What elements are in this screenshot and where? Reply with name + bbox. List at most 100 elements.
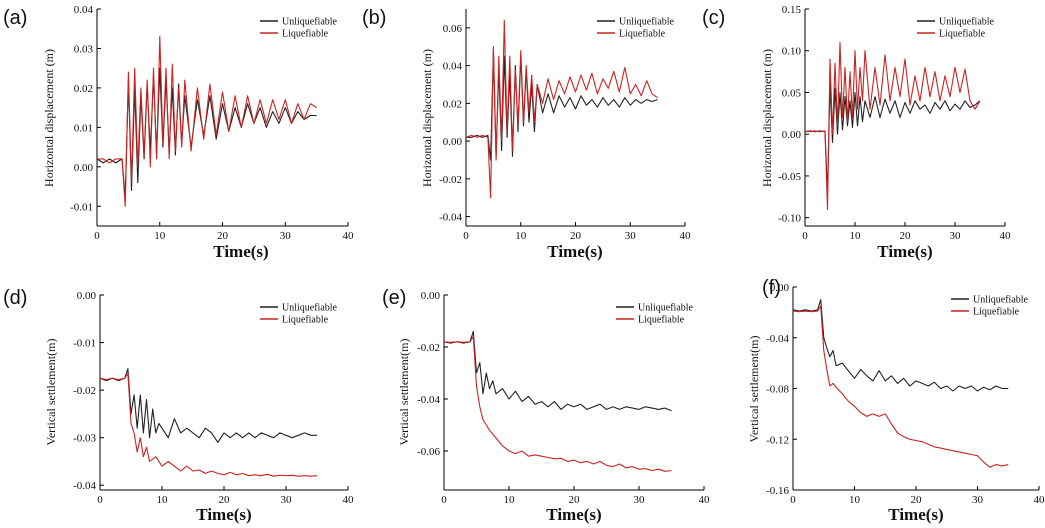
legend-label-unliquefiable: Unliquefiable <box>638 303 694 314</box>
legend-label-unliquefiable: Unliquefiable <box>619 17 675 28</box>
x-tick-label: 20 <box>569 494 581 506</box>
x-tick-label: 0 <box>463 230 469 242</box>
legend-label-unliquefiable: Unliquefiable <box>939 17 995 28</box>
legend-label-liquefiable: Liquefiable <box>282 315 329 326</box>
series-line-liquefiable <box>792 305 1009 468</box>
y-tick-label: -0.03 <box>73 433 96 445</box>
x-tick-label: 0 <box>441 494 447 506</box>
y-tick-label: 0.00 <box>421 290 441 302</box>
panel-label: (f) <box>762 277 781 299</box>
x-tick-label: 30 <box>280 230 292 242</box>
series-line-unliquefiable <box>99 368 317 443</box>
y-tick-label: 0.03 <box>74 43 94 55</box>
x-tick-label: 40 <box>680 230 692 242</box>
y-tick-label: -0.12 <box>766 434 789 446</box>
y-tick-label: -0.04 <box>73 480 96 492</box>
x-axis-title: Time(s) <box>196 505 251 524</box>
y-tick-label: -0.04 <box>766 333 789 345</box>
panel-label: (d) <box>3 287 27 309</box>
x-tick-label: 0 <box>97 494 103 506</box>
legend-label-liquefiable: Liquefiable <box>619 29 666 40</box>
y-tick-label: 0.04 <box>443 61 463 73</box>
panel-label: (c) <box>702 7 725 29</box>
series-line-unliquefiable <box>443 330 672 412</box>
chart-panel-a: (a) Horizontal displacement (m) Time(s) … <box>3 4 354 261</box>
x-tick-label: 0 <box>94 230 100 242</box>
x-tick-label: 10 <box>157 494 169 506</box>
y-tick-label: -0.04 <box>417 394 440 406</box>
x-axis-title: Time(s) <box>888 505 943 524</box>
x-tick-label: 30 <box>625 230 637 242</box>
chart-panel-c: (c) Horizontal displacement (m) Time(s) … <box>702 4 1012 261</box>
series-line-unliquefiable <box>792 299 1009 392</box>
chart-panel-d: (d) Vertical settlement(m) Time(s) Unliq… <box>3 287 355 524</box>
y-tick-label: 0.00 <box>443 136 463 148</box>
y-tick-label: 0.02 <box>443 98 462 110</box>
x-axis-title: Time(s) <box>213 242 268 261</box>
y-tick-label: -0.05 <box>778 171 801 183</box>
x-tick-label: 10 <box>154 230 166 242</box>
x-tick-label: 0 <box>802 230 808 242</box>
chart-panel-b: (b) Horizontal displacement (m) Time(s) … <box>362 7 692 261</box>
series-line-liquefiable <box>465 19 658 199</box>
y-tick-label: -0.16 <box>766 485 789 497</box>
y-tick-label: 0.01 <box>74 122 93 134</box>
x-tick-label: 20 <box>217 230 229 242</box>
x-tick-label: 20 <box>900 230 912 242</box>
panel-label: (e) <box>382 287 406 309</box>
x-tick-label: 30 <box>634 494 646 506</box>
y-tick-label: -0.02 <box>73 385 96 397</box>
y-tick-label: 0.05 <box>782 87 802 99</box>
x-tick-label: 30 <box>950 230 962 242</box>
x-tick-label: 20 <box>911 494 923 506</box>
y-tick-label: -0.08 <box>766 384 789 396</box>
x-tick-label: 40 <box>1034 494 1045 506</box>
x-axis-title: Time(s) <box>877 242 932 261</box>
x-tick-label: 40 <box>343 230 355 242</box>
panel-label: (b) <box>362 7 386 29</box>
legend-label-liquefiable: Liquefiable <box>939 29 986 40</box>
x-axis-title: Time(s) <box>547 242 602 261</box>
legend-label-liquefiable: Liquefiable <box>638 315 685 326</box>
y-axis-title: Vertical settlement(m) <box>747 336 761 443</box>
x-tick-label: 30 <box>972 494 984 506</box>
y-tick-label: -0.01 <box>73 338 96 350</box>
x-tick-label: 40 <box>1000 230 1012 242</box>
y-tick-label: 0.00 <box>782 129 802 141</box>
x-tick-label: 40 <box>343 494 355 506</box>
y-tick-label: 0.00 <box>77 290 97 302</box>
series-line-liquefiable <box>804 41 981 210</box>
legend-label-liquefiable: Liquefiable <box>973 307 1020 318</box>
x-tick-label: 20 <box>219 494 231 506</box>
y-tick-label: 0.15 <box>782 4 802 16</box>
y-tick-label: -0.02 <box>439 174 462 186</box>
chart-panel-e: (e) Vertical settlement(m) Time(s) Unliq… <box>382 287 710 524</box>
y-tick-label: 0.02 <box>74 83 93 95</box>
legend-label-unliquefiable: Unliquefiable <box>282 17 338 28</box>
series-line-liquefiable <box>97 36 317 207</box>
legend-label-liquefiable: Liquefiable <box>282 29 329 40</box>
y-tick-label: 0.00 <box>770 282 790 294</box>
y-tick-label: -0.06 <box>417 446 440 458</box>
x-axis-title: Time(s) <box>546 505 601 524</box>
y-axis-title: Vertical settlement(m) <box>397 339 411 446</box>
y-axis-title: Vertical settlement(m) <box>44 339 58 446</box>
legend-label-unliquefiable: Unliquefiable <box>973 295 1029 306</box>
series-line-liquefiable <box>443 336 672 472</box>
y-tick-label: 0.00 <box>74 162 94 174</box>
y-tick-label: 0.10 <box>782 46 802 58</box>
panel-label: (a) <box>3 7 27 29</box>
y-tick-label: -0.10 <box>778 213 801 225</box>
y-tick-label: -0.04 <box>439 212 462 224</box>
y-tick-label: 0.06 <box>443 23 463 35</box>
series-line-liquefiable <box>99 372 318 477</box>
x-tick-label: 10 <box>850 230 862 242</box>
x-tick-label: 20 <box>570 230 582 242</box>
legend-label-unliquefiable: Unliquefiable <box>282 303 338 314</box>
y-tick-label: -0.02 <box>417 342 440 354</box>
y-tick-label: 0.04 <box>74 4 94 16</box>
x-tick-label: 0 <box>790 494 796 506</box>
y-axis-title: Horizontal displacement (m) <box>420 49 434 187</box>
y-axis-title: Horizontal displacement (m) <box>42 49 56 187</box>
y-axis-title: Horizontal displacement (m) <box>760 49 774 187</box>
